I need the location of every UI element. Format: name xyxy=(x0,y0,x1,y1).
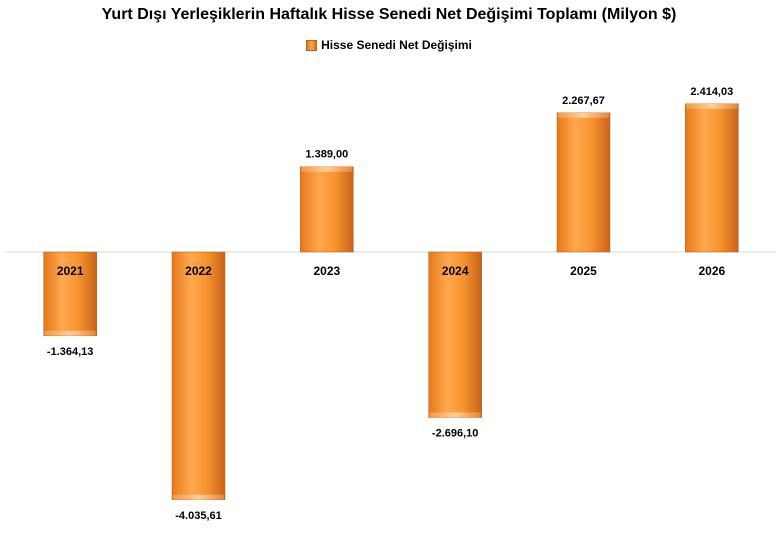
bar-2023 xyxy=(300,166,354,253)
bar-2024 xyxy=(428,251,482,418)
legend-swatch xyxy=(306,39,318,51)
x-tick-label: 2025 xyxy=(570,264,597,278)
bar-cap-2025 xyxy=(558,112,609,118)
bar-cap-2021 xyxy=(44,330,96,336)
x-tick-label: 2023 xyxy=(313,264,340,278)
bar-2025 xyxy=(556,112,611,253)
x-tick-label: 2021 xyxy=(57,264,84,278)
bar-cap-2024 xyxy=(429,412,481,418)
legend: Hisse Senedi Net Değişimi xyxy=(0,38,778,52)
x-tick-label: 2026 xyxy=(698,264,725,278)
bar-cap-2023 xyxy=(301,166,353,172)
data-label: -1.364,13 xyxy=(47,346,93,358)
x-tick-label: 2024 xyxy=(442,264,469,278)
data-label: 1.389,00 xyxy=(305,149,348,161)
data-label: 2.414,03 xyxy=(690,86,733,98)
data-label: -4.035,61 xyxy=(175,510,221,522)
x-tick-label: 2022 xyxy=(185,264,212,278)
bar-cap-2022 xyxy=(173,494,224,500)
bar-cap-2026 xyxy=(686,103,738,109)
chart-title: Yurt Dışı Yerleşiklerin Haftalık Hisse S… xyxy=(101,6,677,23)
bar-2022 xyxy=(171,251,226,501)
data-label: 2.267,67 xyxy=(562,95,605,107)
legend-label: Hisse Senedi Net Değişimi xyxy=(321,38,472,52)
data-label: -2.696,10 xyxy=(432,428,478,440)
bar-2026 xyxy=(685,103,739,253)
